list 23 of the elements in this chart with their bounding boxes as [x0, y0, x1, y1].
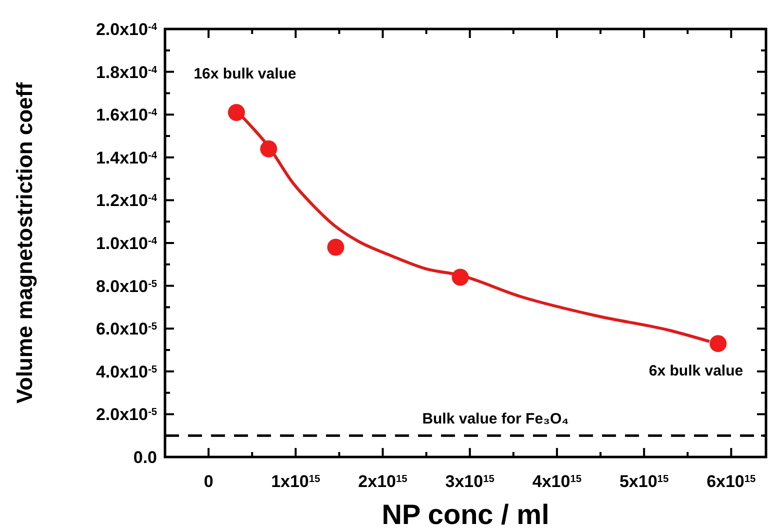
y-tick-label: 1.8x10$^{-4}$ — [96, 62, 158, 82]
y-axis-title: Volume magnetostriction coeff — [12, 82, 37, 404]
ref-line-label: Bulk value for Fe₃O₄ — [422, 410, 569, 428]
x-tick-label: 3x10$^{15}$ — [445, 472, 495, 491]
x-tick-label: 6x10$^{15}$ — [706, 472, 756, 491]
y-tick-label: 2.0x10$^{-5}$ — [96, 405, 158, 424]
y-tick-label: 1.2x10$^{-4}$ — [96, 191, 158, 210]
y-tick-label: 0.0 — [133, 448, 157, 467]
x-axis-title: NP conc / ml — [382, 499, 550, 530]
y-tick-label: 1.0x10$^{-4}$ — [96, 234, 158, 253]
y-tick-label: 6.0x10$^{-5}$ — [96, 320, 158, 339]
y-tick-label: 8.0x10$^{-5}$ — [96, 276, 158, 296]
annotation: 6x bulk value — [648, 362, 744, 380]
x-tick-label: 1x10$^{15}$ — [271, 472, 321, 491]
y-tick-label: 1.6x10$^{-4}$ — [96, 106, 158, 125]
x-tick-label: 4x10$^{15}$ — [532, 472, 582, 491]
x-tick-label: 2x10$^{15}$ — [358, 472, 408, 491]
y-tick-label: 1.4x10$^{-4}$ — [96, 148, 158, 168]
x-tick-label: 5x10$^{15}$ — [619, 472, 669, 491]
x-tick-label: 0 — [204, 472, 214, 491]
annotation: 16x bulk value — [194, 65, 296, 82]
y-tick-label: 2.0x10$^{-4}$ — [96, 20, 158, 39]
y-tick-label: 4.0x10$^{-5}$ — [96, 362, 158, 382]
